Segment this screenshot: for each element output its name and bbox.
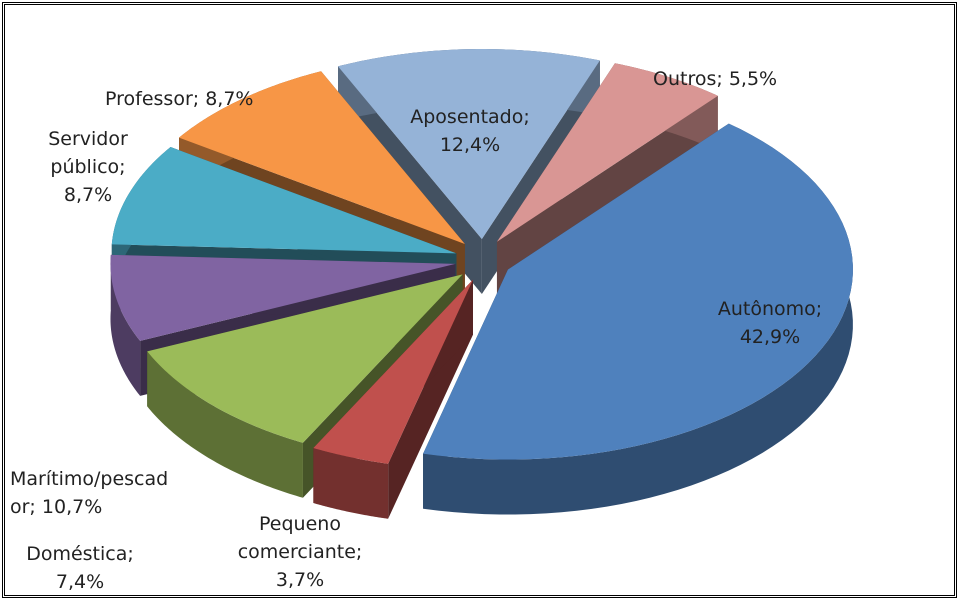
data-label: Doméstica; 7,4% [15, 540, 145, 595]
slice-top [179, 71, 465, 244]
data-label: Marítimo/pescador; 10,7% [10, 465, 175, 521]
slice [313, 279, 474, 519]
slice-top [338, 49, 600, 240]
category-label: Pequeno comerciante; [237, 513, 363, 563]
slice-top [111, 147, 457, 254]
category-label: Aposentado; [410, 106, 530, 128]
category-label: Marítimo/pescador; [10, 468, 169, 518]
value-label: 3,7% [275, 569, 325, 591]
data-label: Servidor público; 8,7% [33, 125, 143, 209]
slice-top [496, 63, 718, 242]
data-label: Autônomo; 42,9% [695, 295, 845, 351]
value-label: 8,7% [63, 184, 113, 206]
value-label: 42,9% [739, 326, 801, 348]
chart [110, 49, 853, 519]
value-label: 12,4% [439, 134, 501, 156]
value-label: 8,7% [205, 88, 254, 110]
slice [423, 123, 853, 515]
value-label: 10,7% [41, 496, 103, 518]
data-label: Outros; 5,5% [653, 65, 803, 93]
slice-top [110, 254, 456, 341]
slice-top [313, 279, 474, 464]
slice-wall [423, 123, 853, 515]
category-label: Autônomo; [717, 298, 823, 320]
value-label: 5,5% [728, 68, 778, 90]
data-label: Aposentado; 12,4% [385, 103, 555, 159]
slice-wall [110, 254, 141, 396]
slice-top [147, 274, 463, 443]
data-label: Pequeno comerciante; 3,7% [215, 510, 385, 594]
category-label: Servidor público; [48, 128, 128, 178]
data-label: Professor; 8,7% [105, 85, 295, 113]
slice-top [423, 123, 853, 460]
value-label: 7,4% [55, 571, 105, 593]
category-label: Doméstica; [26, 543, 134, 565]
slice-wall [147, 351, 303, 498]
category-label: Outros; [653, 68, 723, 90]
category-label: Professor; [105, 88, 200, 110]
slice-wall [313, 448, 389, 519]
